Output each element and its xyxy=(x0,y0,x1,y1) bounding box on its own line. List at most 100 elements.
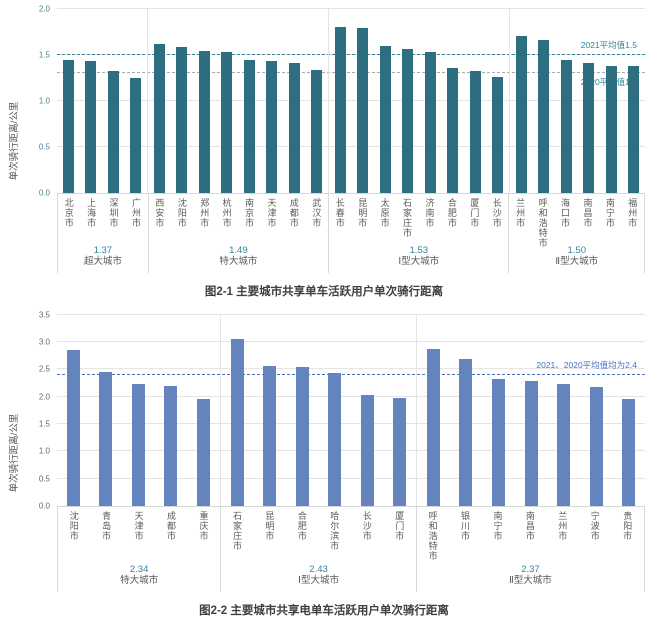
axis-group-特大城市: 西 安 市沈 阳 市郑 州 市杭 州 市南 京 市天 津 市成 都 市武 汉 市… xyxy=(147,194,328,273)
city-label: 沈 阳 市 xyxy=(177,198,187,229)
city-label-slot: 沈 阳 市 xyxy=(171,198,193,244)
city-label-slot: 成 都 市 xyxy=(155,511,187,563)
group-Ⅰ型大城市 xyxy=(328,9,509,193)
bar-slot xyxy=(442,9,465,193)
gridline xyxy=(57,8,645,9)
city-label-slot: 呼 和 浩 特 市 xyxy=(417,511,449,563)
reference-line xyxy=(57,54,645,55)
city-label-slot: 合 肥 市 xyxy=(441,198,463,244)
city-label-slot: 武 汉 市 xyxy=(306,198,328,244)
bar-昆明市 xyxy=(357,28,369,193)
bar-武汉市 xyxy=(311,69,323,193)
city-label: 长 沙 市 xyxy=(492,198,502,229)
y-tick-label: 1.0 xyxy=(38,96,50,106)
axis-group-超大城市: 北 京 市 上 海 市 深 圳 市 广 州 市 1.37 超大城市 xyxy=(58,194,148,273)
city-label-slot: 长 沙 市 xyxy=(351,511,383,563)
bar-长春市 xyxy=(334,27,346,193)
bar-成都市 xyxy=(164,385,178,506)
city-label: 武 汉 市 xyxy=(312,198,322,229)
city-label-slot: 济 南 市 xyxy=(419,198,441,244)
group-average-value: 1.53 xyxy=(409,245,429,256)
city-label-slot: 南 京 市 xyxy=(238,198,260,244)
bar-slot xyxy=(329,9,352,193)
figure-caption: 图2-2 主要城市共享电单车活跃用户单次骑行距离 xyxy=(199,604,449,617)
group-超大城市 xyxy=(57,9,147,193)
city-label: 石 家 庄 市 xyxy=(232,510,242,552)
bar-slot xyxy=(555,9,578,193)
bar-slot xyxy=(352,9,375,193)
bar-济南市 xyxy=(424,52,436,193)
bar-石家庄市 xyxy=(230,339,244,506)
city-label: 长 沙 市 xyxy=(362,510,372,541)
bar-杭州市 xyxy=(221,52,233,193)
bar-上海市 xyxy=(85,60,97,193)
city-label: 哈 尔 滨 市 xyxy=(330,510,340,552)
group-average-value: 1.37 xyxy=(93,245,113,256)
city-label-slot: 昆 明 市 xyxy=(254,511,286,563)
bar-slot xyxy=(102,9,125,193)
city-labels-row: 石 家 庄 市昆 明 市合 肥 市哈 尔 滨 市长 沙 市厦 门 市 xyxy=(221,507,416,563)
city-label-slot: 兰 州 市 xyxy=(547,511,579,563)
city-label-slot: 福 州 市 xyxy=(622,198,644,244)
axis-group-特大城市: 沈 阳 市 青 岛 市 天 津 市 成 都 市 重 庆 市 2.34 特大城市 xyxy=(58,507,220,592)
bar-兰州市 xyxy=(515,35,527,193)
group-Ⅰ型大城市 xyxy=(219,314,416,506)
group-Ⅱ型大城市 xyxy=(416,314,645,506)
city-label: 贵 阳 市 xyxy=(623,510,633,541)
group-特大城市 xyxy=(57,315,220,506)
axis-group-Ⅱ型大城市: 兰 州 市 呼 和 浩 特 市 海 口 市 南 昌 市 南 宁 市 福 州 市 1.50 Ⅱ型… xyxy=(508,194,644,273)
bar-slot xyxy=(374,9,397,193)
city-label-slot: 昆 明 市 xyxy=(352,198,374,244)
city-label: 青 岛 市 xyxy=(102,510,112,541)
bar-slot xyxy=(187,315,220,506)
group-name: 特大城市 xyxy=(120,574,159,586)
city-label-slot: 沈 阳 市 xyxy=(58,511,90,563)
bars-row xyxy=(57,9,645,193)
bar-天津市 xyxy=(266,61,278,193)
group-average-value: 2.37 xyxy=(521,563,540,575)
group-name: Ⅰ型大城市 xyxy=(398,255,440,267)
city-label: 兰 州 市 xyxy=(516,198,526,229)
group-name: 特大城市 xyxy=(219,255,258,267)
spacer xyxy=(0,299,648,315)
bar-slot xyxy=(221,315,254,506)
figure-2-2: 单次骑行距离/公里 0.0 0.5 1.0 1.5 2.0 2.5 3.0 3.5 2021、2… xyxy=(0,310,648,618)
reference-line xyxy=(57,72,645,74)
city-label: 宁 波 市 xyxy=(590,510,600,541)
city-label: 昆 明 市 xyxy=(358,198,368,229)
y-tick-label: 3.5 xyxy=(38,310,50,320)
city-labels-row: 北 京 市上 海 市深 圳 市广 州 市 xyxy=(58,194,148,244)
bar-成都市 xyxy=(288,63,300,193)
bar-slot xyxy=(193,9,216,193)
bar-兰州市 xyxy=(557,383,571,506)
city-label: 天 津 市 xyxy=(134,510,144,541)
bar-slot xyxy=(397,9,420,193)
group-Ⅱ型大城市 xyxy=(509,9,645,193)
bar-slot xyxy=(171,9,194,193)
city-label: 北 京 市 xyxy=(64,198,74,229)
city-label-slot: 兰 州 市 xyxy=(509,198,531,244)
city-label: 石 家 庄 市 xyxy=(403,198,413,239)
city-label-slot: 厦 门 市 xyxy=(464,198,486,244)
bar-slot xyxy=(286,315,319,506)
city-label-slot: 宁 波 市 xyxy=(579,511,611,563)
bar-合肥市 xyxy=(447,67,459,193)
city-labels-row: 呼 和 浩 特 市银 川 市南 宁 市南 昌 市兰 州 市宁 波 市贵 阳 市 xyxy=(417,507,644,563)
city-label-slot: 重 庆 市 xyxy=(188,511,220,563)
city-label-slot: 石 家 庄 市 xyxy=(221,511,253,563)
bar-南宁市 xyxy=(492,378,506,506)
gridline xyxy=(57,395,645,397)
city-label: 南 昌 市 xyxy=(583,198,593,229)
city-label-slot: 呼 和 浩 特 市 xyxy=(532,198,554,248)
bar-银川市 xyxy=(459,358,473,506)
bar-太原市 xyxy=(379,45,391,193)
bar-石家庄市 xyxy=(402,48,414,193)
city-label: 西 安 市 xyxy=(155,198,165,229)
city-label-slot: 厦 门 市 xyxy=(383,511,415,563)
bar-slot xyxy=(90,315,123,506)
ebike-ride-distance-chart: 单次骑行距离/公里 0.0 0.5 1.0 1.5 2.0 2.5 3.0 3.5 2021、2… xyxy=(9,310,645,592)
bar-slot xyxy=(547,315,580,506)
city-labels-row: 兰 州 市呼 和 浩 特 市海 口 市南 昌 市南 宁 市福 州 市 xyxy=(509,194,644,248)
